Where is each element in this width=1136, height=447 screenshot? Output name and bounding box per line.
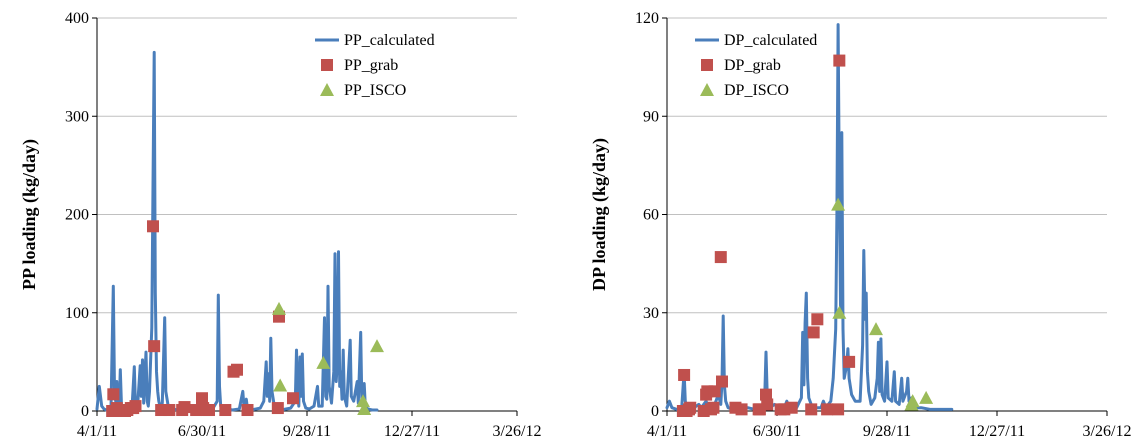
- grab-point: [760, 388, 772, 401]
- legend: DP_calculated DP_grab DP_ISCO: [695, 32, 817, 99]
- x-tick-label: 6/30/11: [178, 423, 226, 440]
- x-tick-label: 3/26/12: [493, 423, 542, 440]
- grab-point: [716, 375, 728, 388]
- y-tick-label: 300: [65, 108, 89, 125]
- grab-point: [107, 388, 120, 401]
- legend-square-swatch: [701, 59, 713, 71]
- isco-point: [831, 197, 846, 211]
- y-tick-label: 90: [643, 108, 659, 125]
- isco-point: [919, 390, 934, 404]
- series-line: [665, 23, 954, 411]
- grab-point: [833, 54, 846, 67]
- series-dp-isco: [831, 197, 934, 411]
- legend-item: PP_calculated: [315, 32, 435, 49]
- legend-label: DP_calculated: [724, 32, 817, 49]
- dp-loading-chart: 0 30 60 90 120 4/1/11 6/30/11 9/28/11 12/27/11 3/…: [589, 10, 1131, 440]
- y-tick-label: 0: [81, 403, 89, 420]
- y-axis-label: DP loading (kg/day): [589, 138, 610, 291]
- legend-label: DP_ISCO: [724, 82, 789, 99]
- grab-point: [761, 398, 774, 411]
- legend-label: PP_calculated: [344, 32, 435, 49]
- legend-item: DP_ISCO: [700, 82, 789, 99]
- y-tick-label: 0: [651, 403, 659, 420]
- isco-point: [357, 402, 372, 416]
- grab-point: [287, 392, 299, 405]
- isco-point: [832, 305, 847, 319]
- y-axis-label: PP loading (kg/day): [19, 139, 40, 290]
- legend-square-swatch: [321, 59, 333, 71]
- series-pp-calculated: [95, 50, 379, 412]
- grab-point: [219, 404, 232, 417]
- x-tick-label: 6/30/11: [753, 423, 801, 440]
- series-line: [95, 50, 379, 412]
- legend: PP_calculated PP_grab PP_ISCO: [315, 32, 435, 99]
- isco-point: [869, 322, 883, 336]
- x-tick-label: 4/1/11: [647, 423, 687, 440]
- grab-point: [196, 392, 208, 405]
- grab-point: [163, 404, 176, 417]
- series-pp-grab: [106, 220, 299, 417]
- x-tick-label: 9/28/11: [863, 423, 911, 440]
- grab-point: [708, 385, 721, 398]
- series-dp-grab: [676, 54, 856, 417]
- isco-point: [905, 394, 920, 408]
- series-dp-calculated: [665, 23, 954, 411]
- y-tick-label: 60: [643, 207, 659, 224]
- grab-point: [684, 401, 697, 414]
- y-tick-label: 120: [635, 10, 659, 27]
- pp-loading-chart: 0 100 200 300 400 4/1/11 6/30/11 9/28/11 12/27/1…: [19, 10, 541, 440]
- grab-point: [832, 403, 845, 416]
- y-tick-label: 100: [65, 305, 89, 322]
- x-tick-label: 12/27/11: [384, 423, 440, 440]
- isco-point: [273, 378, 288, 392]
- grab-point: [811, 313, 824, 326]
- x-tick-label: 12/27/11: [969, 423, 1025, 440]
- grab-point: [678, 368, 691, 381]
- grab-point: [843, 355, 856, 368]
- isco-point: [356, 394, 370, 408]
- grab-point: [147, 220, 159, 233]
- legend-triangle-swatch: [700, 83, 714, 96]
- legend-item: PP_grab: [321, 57, 398, 74]
- x-tick-label: 9/28/11: [283, 423, 331, 440]
- legend-item: PP_ISCO: [320, 82, 406, 99]
- legend-label: DP_grab: [724, 57, 781, 74]
- legend-label: PP_grab: [344, 57, 398, 74]
- grab-point: [805, 403, 818, 416]
- x-tick-label: 4/1/11: [77, 423, 117, 440]
- y-tick-label: 400: [65, 10, 89, 27]
- grab-point: [821, 403, 834, 416]
- grab-point: [203, 404, 215, 417]
- legend-triangle-swatch: [320, 83, 334, 96]
- grab-point: [148, 340, 161, 353]
- legend-item: DP_calculated: [695, 32, 817, 49]
- grab-point: [271, 402, 284, 415]
- isco-point: [272, 301, 286, 315]
- legend-label: PP_ISCO: [344, 82, 406, 99]
- isco-point: [316, 355, 331, 369]
- y-tick-label: 30: [643, 305, 659, 322]
- grab-point: [785, 401, 798, 414]
- grab-point: [707, 401, 720, 414]
- series-pp-isco: [272, 301, 384, 416]
- grab-point: [807, 326, 820, 339]
- isco-point: [370, 339, 384, 353]
- grab-point: [231, 363, 243, 376]
- grab-point: [178, 401, 191, 414]
- grab-point: [241, 404, 254, 417]
- grab-point: [735, 403, 748, 416]
- legend-item: DP_grab: [701, 57, 781, 74]
- x-tick-label: 3/26/12: [1083, 423, 1132, 440]
- y-tick-label: 200: [65, 207, 89, 224]
- grab-point: [129, 400, 142, 413]
- grab-point: [714, 251, 727, 264]
